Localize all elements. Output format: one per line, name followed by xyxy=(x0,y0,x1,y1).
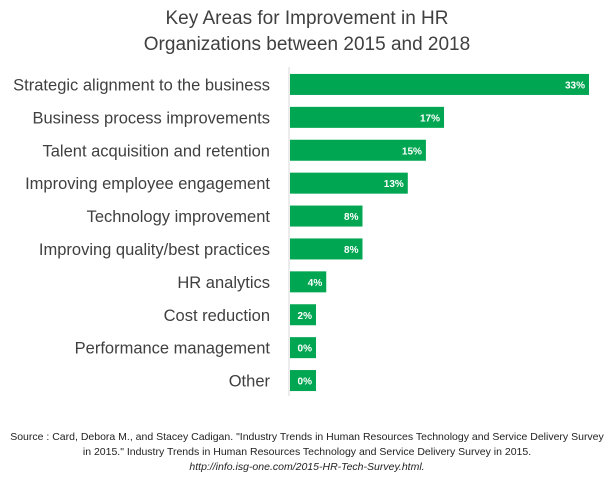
data-label: 15% xyxy=(402,146,422,157)
category-label: Cost reduction xyxy=(164,307,270,325)
data-label: 2% xyxy=(298,311,313,322)
data-label: 4% xyxy=(308,278,323,289)
data-label: 17% xyxy=(420,113,440,124)
data-label: 8% xyxy=(344,245,359,256)
category-label: Improving quality/best practices xyxy=(39,241,270,259)
bar xyxy=(290,205,363,227)
bar xyxy=(290,238,363,260)
chart-title-line-2: Organizations between 2015 and 2018 xyxy=(143,34,471,55)
category-label: Business process improvements xyxy=(32,109,270,127)
data-label: 0% xyxy=(298,377,313,388)
category-label: Strategic alignment to the business xyxy=(13,76,270,94)
category-label: Improving employee engagement xyxy=(25,175,270,193)
source-citation: Source : Card, Debora M., and Stacey Cad… xyxy=(10,431,604,458)
bar xyxy=(290,106,445,128)
bar xyxy=(290,73,589,95)
bar-chart: Strategic alignment to the business 33% Bu… xyxy=(13,67,589,396)
bar xyxy=(290,304,316,326)
category-label: Talent acquisition and retention xyxy=(43,142,271,160)
data-label: 13% xyxy=(384,179,404,190)
bar xyxy=(290,271,327,293)
data-label: 33% xyxy=(565,80,585,91)
category-label: Performance management xyxy=(75,340,271,358)
source-url: http://info.isg-one.com/2015-HR-Tech-Sur… xyxy=(189,461,425,473)
bar xyxy=(290,337,316,359)
category-label: Technology improvement xyxy=(87,208,271,226)
bar xyxy=(290,172,408,194)
category-label: Other xyxy=(229,373,271,391)
data-label: 8% xyxy=(344,212,359,223)
chart-title-line-1: Key Areas for Improvement in HR xyxy=(165,8,449,29)
bar xyxy=(290,139,426,161)
bar xyxy=(290,370,316,392)
data-label: 0% xyxy=(298,344,313,355)
category-label: HR analytics xyxy=(177,274,270,292)
